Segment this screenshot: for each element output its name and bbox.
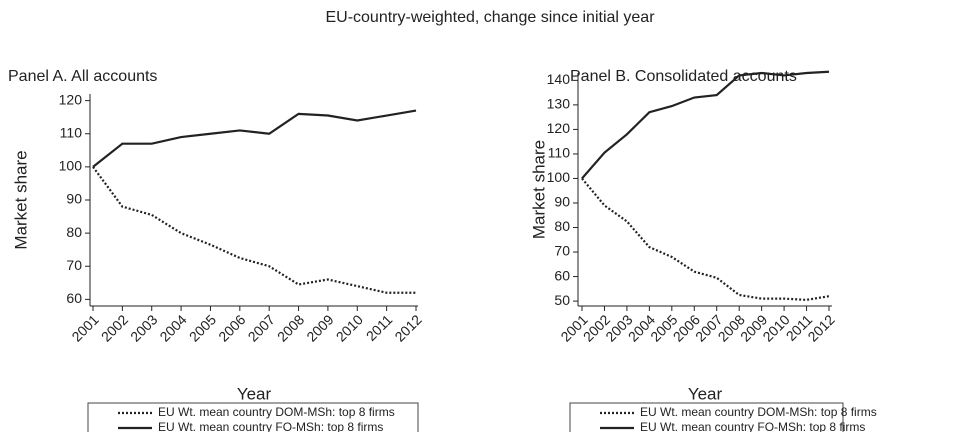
y-tick-label: 100 xyxy=(59,158,83,174)
legend-label: EU Wt. mean country DOM-MSh: top 8 firms xyxy=(640,405,877,419)
data-line xyxy=(581,177,830,301)
y-tick-label: 110 xyxy=(60,124,83,140)
x-tick-label: 2009 xyxy=(303,311,336,344)
figure-title: EU-country-weighted, change since initia… xyxy=(325,9,655,26)
x-tick-label: 2012 xyxy=(391,311,424,344)
y-tick-label: 90 xyxy=(66,191,82,207)
y-tick-label: 90 xyxy=(554,194,570,210)
legend-box xyxy=(569,402,844,432)
y-tick-label: 60 xyxy=(554,267,570,283)
x-tick-label: 2003 xyxy=(127,311,160,344)
legend-label: EU Wt. mean country FO-MSh: top 8 firms xyxy=(158,420,383,432)
x-tick-label: 2002 xyxy=(98,311,131,344)
y-tick-label: 120 xyxy=(547,120,571,136)
x-tick-label: 2012 xyxy=(804,311,837,344)
y-tick-label: 140 xyxy=(547,71,571,87)
y-axis-label: Market share xyxy=(529,140,548,239)
y-tick-label: 120 xyxy=(59,91,83,107)
legend-label: EU Wt. mean country FO-MSh: top 8 firms xyxy=(640,420,865,432)
data-line xyxy=(92,109,417,168)
y-tick-label: 130 xyxy=(547,96,571,112)
legend-box xyxy=(87,402,419,432)
y-tick-label: 70 xyxy=(66,257,82,273)
x-axis-label: Year xyxy=(688,384,723,403)
x-tick-label: 2004 xyxy=(156,311,189,344)
data-line xyxy=(92,166,416,294)
data-line xyxy=(581,70,830,180)
panel-title: Panel B. Consolidated accounts xyxy=(570,68,797,85)
x-tick-label: 2008 xyxy=(274,311,307,344)
panel-title: Panel A. All accounts xyxy=(8,68,157,85)
x-tick-label: 2005 xyxy=(186,311,219,344)
y-tick-label: 60 xyxy=(66,290,82,306)
y-tick-label: 50 xyxy=(554,292,570,308)
y-tick-label: 80 xyxy=(554,218,570,234)
x-axis-label: Year xyxy=(237,384,272,403)
x-tick-label: 2011 xyxy=(363,311,396,344)
x-tick-label: 2007 xyxy=(245,311,278,344)
y-tick-label: 80 xyxy=(66,224,82,240)
x-tick-label: 2001 xyxy=(68,311,101,344)
legend-label: EU Wt. mean country DOM-MSh: top 8 firms xyxy=(158,405,395,419)
y-tick-label: 100 xyxy=(547,169,571,185)
x-tick-label: 2006 xyxy=(215,311,248,344)
y-axis-label: Market share xyxy=(11,150,30,249)
x-tick-label: 2010 xyxy=(333,311,366,344)
y-tick-label: 70 xyxy=(554,243,570,259)
y-tick-label: 110 xyxy=(548,145,571,161)
